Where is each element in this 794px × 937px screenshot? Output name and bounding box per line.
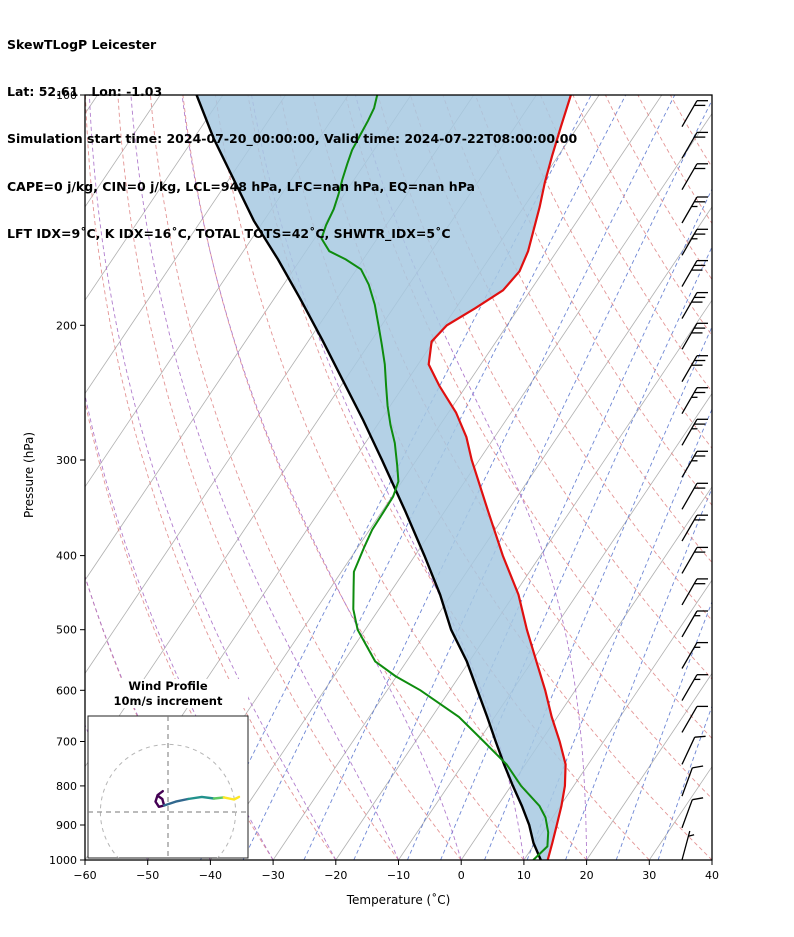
svg-text:700: 700	[56, 736, 77, 749]
svg-text:40: 40	[705, 869, 719, 882]
svg-text:−30: −30	[261, 869, 284, 882]
svg-text:30: 30	[642, 869, 656, 882]
svg-text:−20: −20	[324, 869, 347, 882]
header: SkewTLogP Leicester Lat: 52.61 Lon: -1.0…	[7, 5, 577, 274]
svg-text:0: 0	[458, 869, 465, 882]
hodograph-inset	[87, 715, 249, 859]
parcel-curve	[195, 95, 542, 860]
svg-text:−50: −50	[136, 869, 159, 882]
y-tick-labels: 100 200 300 400 500 600 700 800 900 1000	[49, 89, 77, 867]
svg-text:−40: −40	[199, 869, 222, 882]
hodograph-ring	[99, 743, 237, 858]
svg-text:500: 500	[56, 624, 77, 637]
dewpoint-curve	[320, 95, 550, 860]
hodograph-trace	[154, 790, 166, 808]
svg-text:400: 400	[56, 550, 77, 563]
svg-text:900: 900	[56, 819, 77, 832]
svg-text:−10: −10	[387, 869, 410, 882]
hodograph-trace	[212, 796, 226, 800]
hodograph-trace	[222, 795, 241, 801]
svg-text:600: 600	[56, 684, 77, 697]
x-tick-labels: −60 −50 −40 −30 −20 −10 0 10 20 30 40	[73, 869, 719, 882]
temperature-curve	[427, 95, 572, 860]
header-latlon: Lat: 52.61 Lon: -1.03	[7, 83, 163, 99]
svg-text:1000: 1000	[49, 854, 77, 867]
header-times: Simulation start time: 2024-07-20_00:00:…	[7, 131, 578, 147]
svg-text:300: 300	[56, 454, 77, 467]
header-indices-line: LFT IDX=9˚C, K IDX=16˚C, TOTAL TOTS=42˚C…	[7, 226, 451, 242]
negative-area-shade	[196, 95, 571, 860]
svg-text:100: 100	[56, 89, 77, 102]
page-title: SkewTLogP Leicester	[7, 36, 157, 52]
y-ticks	[80, 94, 85, 861]
x-axis-label: Temperature (˚C)	[346, 893, 451, 907]
header-cape-line: CAPE=0 j/kg, CIN=0 j/kg, LCL=948 hPa, LF…	[7, 178, 475, 194]
x-ticks	[84, 860, 713, 865]
wind-barbs	[681, 100, 708, 861]
svg-text:20: 20	[580, 869, 594, 882]
svg-text:10: 10	[517, 869, 531, 882]
hodograph-title: Wind Profile	[128, 679, 208, 693]
hodograph-trace	[186, 795, 216, 801]
hodograph-subtitle: 10m/s increment	[113, 693, 223, 708]
svg-text:−60: −60	[73, 869, 96, 882]
hodograph-title-block: Wind Profile 10m/s increment	[88, 679, 248, 708]
y-axis-label: Pressure (hPa)	[22, 431, 36, 519]
svg-text:200: 200	[56, 319, 77, 332]
hodograph-trace	[162, 797, 190, 807]
svg-text:800: 800	[56, 780, 77, 793]
